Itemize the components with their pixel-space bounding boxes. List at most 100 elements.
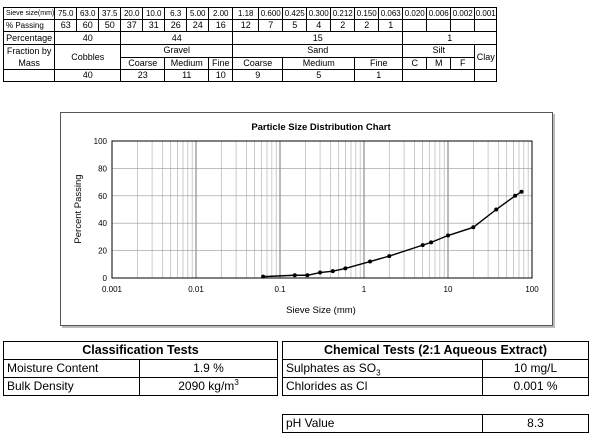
passing-label: % Passing — [2, 19, 56, 32]
cobbles-label: Cobbles — [54, 44, 122, 70]
sand-coarse-label: Coarse — [232, 56, 284, 70]
sieve-size-cell: 0.425 — [282, 7, 308, 20]
grading-curve — [261, 189, 524, 279]
sieve-size-cell: 6.3 — [164, 7, 188, 20]
grading-curve-point — [261, 274, 266, 279]
bulk-density-unit: kg/m — [208, 379, 235, 393]
y-tick-label: 60 — [98, 192, 107, 201]
x-tick-label: 0.01 — [188, 285, 204, 294]
sieve-size-cell: 5.00 — [186, 7, 210, 20]
gravel-fine-fraction: 10 — [208, 69, 234, 82]
clay-label: Clay — [474, 44, 498, 70]
y-tick-label: 100 — [94, 137, 108, 146]
passing-cell: 5 — [282, 19, 308, 32]
grading-curve-point — [368, 259, 373, 264]
y-tick-label: 40 — [98, 219, 107, 228]
sieve-size-label: Sieve size(mm) — [2, 7, 56, 20]
silt-fraction — [402, 69, 476, 82]
gravel-fine-label: Fine — [208, 56, 234, 70]
sulphates-label-text: Sulphates as SO — [286, 361, 377, 375]
y-tick-label: 20 — [98, 247, 107, 256]
chemical-tests-table: Chemical Tests (2:1 Aqueous Extract) Sul… — [281, 341, 590, 396]
sulphates-label: Sulphates as SO3 — [282, 359, 483, 378]
cobbles-percentage: 40 — [54, 31, 122, 45]
chlorides-label: Chlorides as Cl — [282, 377, 483, 396]
passing-cell: 4 — [306, 19, 332, 32]
grading-curve-point — [305, 273, 310, 278]
clay-fraction — [474, 69, 498, 82]
grading-curve-point — [513, 193, 518, 198]
passing-cell — [402, 19, 428, 32]
grading-curve-point — [292, 273, 297, 278]
sieve-size-cell: 0.006 — [426, 7, 452, 20]
sand-label: Sand — [232, 44, 404, 58]
moisture-content-value: 1.9 % — [138, 359, 279, 378]
silt-m-label: M — [426, 56, 452, 70]
passing-cell: 1 — [378, 19, 404, 32]
passing-cell: 50 — [98, 19, 122, 32]
sieve-size-cell: 0.020 — [402, 7, 428, 20]
plot-frame — [111, 140, 533, 279]
passing-cell: 31 — [142, 19, 166, 32]
fraction-label-line-2: Mass — [18, 58, 40, 68]
silt-f-label: F — [450, 56, 476, 70]
grading-curve-point — [330, 269, 335, 274]
sieve-size-cell: 0.212 — [330, 7, 356, 20]
sulphates-label-sub: 3 — [376, 368, 381, 378]
sieve-size-cell: 2.00 — [208, 7, 234, 20]
ph-value: 8.3 — [482, 414, 589, 433]
x-tick-label: 10 — [444, 285, 453, 294]
chemical-title: Chemical Tests (2:1 Aqueous Extract) — [281, 341, 590, 360]
sand-medium-fraction: 5 — [282, 69, 356, 82]
sieve-size-cell: 63.0 — [76, 7, 100, 20]
passing-cell: 37 — [120, 19, 144, 32]
sieve-size-cell: 0.063 — [378, 7, 404, 20]
gravel-medium-fraction: 11 — [164, 69, 210, 82]
passing-cell: 26 — [164, 19, 188, 32]
grading-curve-point — [446, 233, 450, 238]
sieve-size-cell: 37.5 — [98, 7, 122, 20]
silt-clay-percentage: 1 — [402, 31, 498, 45]
sieve-size-cell: 0.002 — [450, 7, 476, 20]
grading-curve-point — [519, 189, 524, 194]
sieve-size-cell: 10.0 — [142, 7, 166, 20]
sand-fine-fraction: 1 — [354, 69, 404, 82]
bulk-density-value: 2090 kg/m3 — [138, 377, 279, 396]
axis-ticks: 0.001 0.01 0.1 1 10 100 0 20 40 60 80 100 — [94, 137, 540, 294]
grading-curve-point — [429, 240, 434, 245]
grading-curve-point — [471, 225, 476, 230]
gravel-coarse-label: Coarse — [120, 56, 166, 70]
passing-cell — [450, 19, 476, 32]
chlorides-value: 0.001 % — [481, 377, 590, 396]
sand-coarse-fraction: 9 — [232, 69, 284, 82]
x-tick-label: 0.1 — [274, 285, 286, 294]
chart-title: Particle Size Distribution Chart — [251, 122, 391, 133]
passing-row: % Passing 63 60 50 37 31 26 24 16 12 7 5… — [2, 19, 498, 32]
passing-cell: 24 — [186, 19, 210, 32]
passing-cell: 12 — [232, 19, 260, 32]
passing-cell: 2 — [354, 19, 380, 32]
silt-label: Silt — [402, 44, 476, 58]
x-tick-label: 1 — [362, 285, 367, 294]
psd-chart: Particle Size Distribution Chart 0.001 0.… — [60, 112, 553, 326]
passing-cell: 2 — [330, 19, 356, 32]
chart-grid — [111, 140, 532, 279]
classification-tests-table: Classification Tests Moisture Content 1.… — [2, 341, 279, 396]
grading-curve-point — [387, 254, 392, 259]
bulk-density-number: 2090 — [178, 379, 205, 393]
y-tick-label: 0 — [103, 274, 108, 283]
sieve-size-cell: 20.0 — [120, 7, 144, 20]
psd-chart-svg: Particle Size Distribution Chart 0.001 0.… — [73, 122, 540, 316]
grading-curve-point — [420, 243, 425, 248]
grading-curve-line — [263, 191, 522, 278]
passing-cell: 7 — [258, 19, 284, 32]
sand-medium-label: Medium — [282, 56, 356, 70]
sand-percentage: 15 — [232, 31, 404, 45]
grading-curve-point — [494, 207, 499, 212]
sieve-size-cell: 1.18 — [232, 7, 260, 20]
fraction-label-line-1: Fraction by — [6, 46, 52, 56]
percentage-label: Percentage — [2, 31, 56, 45]
x-axis-label: Sieve Size (mm) — [286, 305, 356, 316]
sulphates-value: 10 mg/L — [481, 359, 590, 378]
silt-c-label: C — [402, 56, 428, 70]
